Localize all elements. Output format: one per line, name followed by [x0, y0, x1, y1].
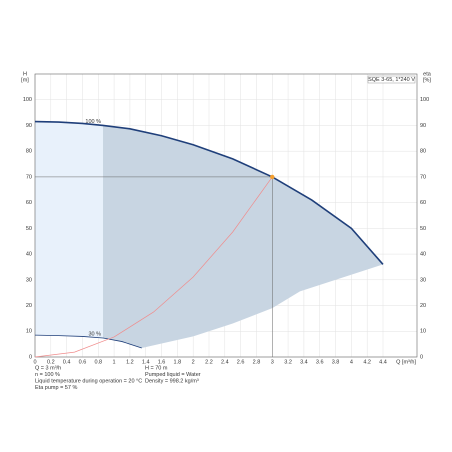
x-axis-label: Q [m³/h]	[396, 359, 416, 365]
y-tick-label: 50	[26, 226, 32, 232]
x-tick-label: 2.6	[237, 359, 245, 365]
x-tick-label: 1	[113, 359, 116, 365]
x-tick-label: 2.2	[205, 359, 213, 365]
info-text: Eta pump = 57 %	[35, 385, 77, 391]
operating-region	[103, 125, 383, 348]
y2-tick-label: 50	[420, 226, 426, 232]
x-tick-label: 1.8	[174, 359, 182, 365]
y2-tick-label: 60	[420, 200, 426, 206]
product-box	[367, 75, 416, 84]
x-tick-label: 3.6	[316, 359, 324, 365]
pump-curve	[34, 334, 142, 349]
y-axis-unit: [m]	[21, 77, 29, 83]
y-tick-label: 0	[29, 354, 32, 360]
y2-tick-label: 10	[420, 329, 426, 335]
x-tick-label: 1.6	[158, 359, 166, 365]
x-tick-label: 4	[350, 359, 353, 365]
y-tick-label: 70	[26, 174, 32, 180]
plot-frame	[34, 73, 418, 358]
pump-curve	[34, 120, 384, 265]
info-text: Q = 3 m³/h	[35, 365, 61, 371]
y2-tick-label: 90	[420, 123, 426, 129]
info-text: n = 100 %	[35, 372, 60, 378]
x-tick-label: 4.4	[379, 359, 387, 365]
x-tick-label: 4.2	[363, 359, 371, 365]
y2-axis-unit: [%]	[423, 77, 431, 83]
x-tick-label: 2	[192, 359, 195, 365]
x-tick-label: 1.4	[142, 359, 150, 365]
y2-tick-label: 30	[420, 277, 426, 283]
x-tick-label: 0.4	[63, 359, 71, 365]
y2-tick-label: 80	[420, 149, 426, 155]
y-tick-label: 100	[23, 97, 32, 103]
y-tick-label: 10	[26, 329, 32, 335]
y-tick-label: 40	[26, 252, 32, 258]
y2-tick-label: 0	[420, 354, 423, 360]
info-text: Density = 998.2 kg/m³	[145, 378, 199, 384]
y2-tick-label: 20	[420, 303, 426, 309]
low-speed-region	[35, 121, 104, 338]
x-tick-label: 3	[271, 359, 274, 365]
x-tick-label: 0.6	[79, 359, 87, 365]
info-text: Liquid temperature during operation = 20…	[35, 378, 142, 384]
y2-tick-label: 70	[420, 174, 426, 180]
x-tick-label: 0.2	[47, 359, 55, 365]
y-tick-label: 80	[26, 149, 32, 155]
x-tick-label: 0.8	[94, 359, 102, 365]
y-tick-label: 20	[26, 303, 32, 309]
x-tick-label: 2.4	[221, 359, 229, 365]
y-tick-label: 30	[26, 277, 32, 283]
x-tick-label: 3.2	[284, 359, 292, 365]
system-curve	[34, 176, 273, 358]
curve-label: 30 %	[88, 331, 101, 337]
info-text: H = 70 m	[145, 365, 168, 371]
x-tick-label: 2.8	[253, 359, 261, 365]
product-label: SQE 3-65, 1*240 V	[368, 77, 415, 83]
y2-tick-label: 40	[420, 252, 426, 258]
operating-point	[270, 174, 275, 180]
x-tick-label: 1.2	[126, 359, 134, 365]
y2-tick-label: 100	[420, 97, 429, 103]
x-tick-label: 3.8	[332, 359, 340, 365]
x-tick-label: 0	[33, 359, 36, 365]
y-tick-label: 60	[26, 200, 32, 206]
info-text: Pumped liquid = Water	[145, 372, 201, 378]
x-tick-label: 3.4	[300, 359, 308, 365]
y-axis-label: H	[23, 71, 27, 77]
curve-label: 100 %	[85, 119, 101, 125]
y-tick-label: 90	[26, 123, 32, 129]
y2-axis-label: eta	[423, 71, 432, 77]
